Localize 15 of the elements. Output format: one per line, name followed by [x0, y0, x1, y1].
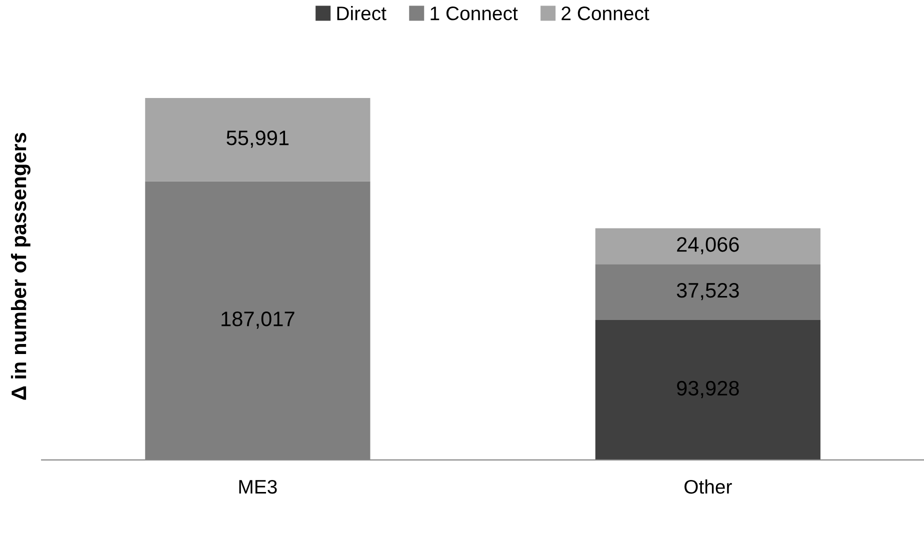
data-label: 37,523 — [676, 282, 739, 300]
legend-label: Direct — [337, 6, 386, 20]
x-tick-label: Other — [684, 479, 732, 494]
bar — [145, 98, 370, 182]
data-label: 55,991 — [226, 130, 289, 148]
y-axis-title: Δ in number of passengers — [10, 132, 30, 400]
data-label: 187,017 — [222, 312, 294, 329]
data-label: 93,928 — [677, 380, 739, 398]
bar — [595, 264, 820, 320]
legend-label: 1 Connect — [430, 6, 518, 20]
bar — [595, 320, 820, 460]
data-label: 24,066 — [677, 237, 739, 254]
bar — [595, 228, 820, 264]
x-tick-label: ME3 — [239, 480, 277, 494]
legend-label: 2 Connect — [562, 6, 650, 20]
